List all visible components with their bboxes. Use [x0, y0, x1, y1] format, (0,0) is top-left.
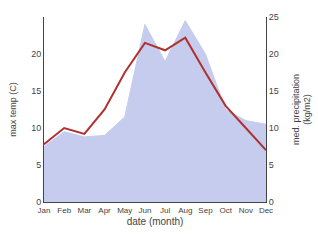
svg-text:Jun: Jun [138, 206, 151, 215]
svg-text:Aug: Aug [178, 206, 192, 215]
svg-text:10: 10 [269, 123, 279, 133]
svg-text:Apr: Apr [98, 206, 111, 215]
svg-text:15: 15 [269, 86, 279, 96]
svg-text:Jan: Jan [38, 206, 51, 215]
svg-text:20: 20 [31, 49, 41, 59]
svg-text:Jul: Jul [160, 206, 170, 215]
svg-text:max temp (C): max temp (C) [8, 82, 18, 137]
svg-text:May: May [117, 206, 132, 215]
svg-text:Dec: Dec [259, 206, 273, 215]
svg-text:10: 10 [31, 123, 41, 133]
svg-text:15: 15 [31, 86, 41, 96]
svg-text:Oct: Oct [219, 206, 232, 215]
svg-text:Mar: Mar [77, 206, 91, 215]
svg-text:date (month): date (month) [127, 216, 184, 227]
svg-text:20: 20 [269, 49, 279, 59]
svg-text:med. precipitation(kg/m2): med. precipitation(kg/m2) [291, 74, 313, 145]
svg-text:0: 0 [269, 197, 274, 207]
svg-text:5: 5 [36, 160, 41, 170]
svg-text:Feb: Feb [57, 206, 71, 215]
svg-text:Nov: Nov [239, 206, 253, 215]
svg-text:0: 0 [36, 197, 41, 207]
svg-text:Sep: Sep [198, 206, 213, 215]
svg-text:25: 25 [269, 12, 279, 22]
svg-text:5: 5 [269, 160, 274, 170]
